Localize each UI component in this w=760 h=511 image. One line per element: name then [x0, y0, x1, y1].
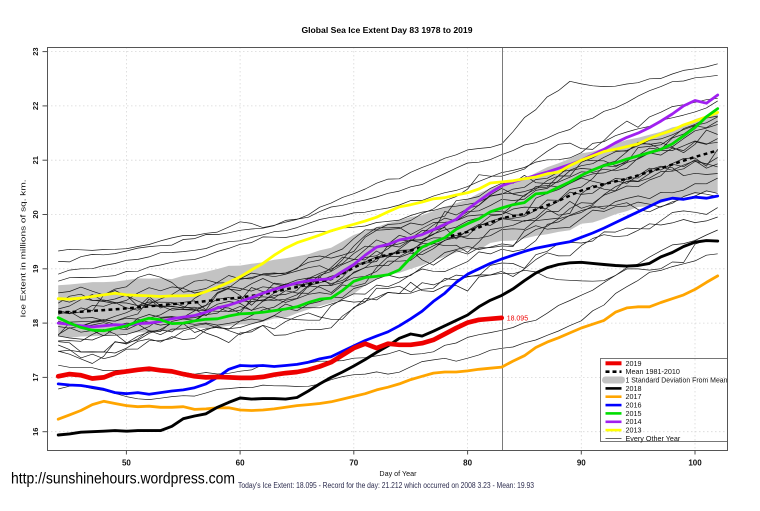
- svg-text:2015: 2015: [626, 409, 642, 418]
- svg-text:Every Other Year: Every Other Year: [626, 434, 681, 443]
- svg-text:17: 17: [31, 373, 40, 381]
- svg-text:Today's Ice Extent: 18.095 -: Today's Ice Extent: 18.095 - Record for …: [238, 481, 534, 490]
- svg-text:Mean 1981-2010: Mean 1981-2010: [626, 367, 680, 376]
- svg-text:20: 20: [31, 210, 40, 218]
- svg-text:21: 21: [31, 156, 40, 164]
- svg-text:50: 50: [122, 459, 131, 468]
- svg-text:2013: 2013: [626, 426, 642, 435]
- svg-text:http://sunshinehours.wordpress: http://sunshinehours.wordpress.com: [11, 471, 235, 488]
- svg-text:90: 90: [577, 459, 586, 468]
- svg-text:2018: 2018: [626, 384, 642, 393]
- svg-text:70: 70: [349, 459, 358, 468]
- svg-text:1 Standard Deviation From Mean: 1 Standard Deviation From Mean: [626, 376, 728, 385]
- svg-text:16: 16: [31, 428, 40, 436]
- svg-text:18.095: 18.095: [507, 315, 529, 322]
- svg-text:Ice Extent in millions of sq.: Ice Extent in millions of sq. km.: [19, 180, 28, 318]
- svg-text:80: 80: [463, 459, 472, 468]
- svg-text:Day of Year: Day of Year: [379, 469, 417, 478]
- svg-text:18: 18: [31, 319, 40, 327]
- svg-text:2014: 2014: [626, 417, 642, 426]
- svg-text:23: 23: [31, 47, 40, 55]
- svg-text:2019: 2019: [626, 359, 642, 368]
- svg-text:19: 19: [31, 265, 40, 273]
- svg-text:100: 100: [688, 459, 702, 468]
- svg-text:60: 60: [236, 459, 245, 468]
- svg-text:Global Sea Ice Extent Day 83 1: Global Sea Ice Extent Day 83 1978 to 201…: [301, 25, 472, 35]
- svg-text:2017: 2017: [626, 392, 642, 401]
- svg-text:2016: 2016: [626, 401, 642, 410]
- svg-text:22: 22: [31, 102, 40, 110]
